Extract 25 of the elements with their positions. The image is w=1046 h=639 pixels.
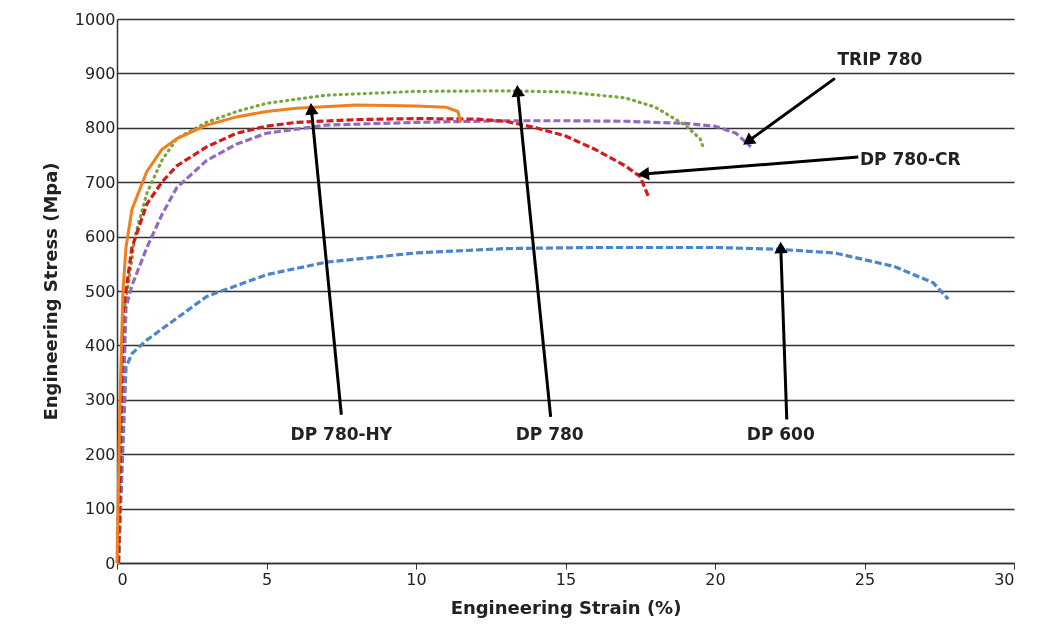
y-tick-label: 300	[84, 390, 116, 410]
x-tick-label: 20	[705, 569, 726, 589]
y-tick-label: 400	[84, 335, 116, 355]
x-tick-label: 5	[261, 569, 273, 589]
line-series	[115, 103, 463, 565]
annotation: DP 780-CR	[859, 149, 961, 170]
y-tick-label: 600	[84, 227, 116, 247]
annotation: DP 780	[515, 423, 584, 444]
y-tick-label: 800	[84, 118, 116, 138]
y-tick-label: 700	[84, 172, 116, 192]
y-tick-label: 100	[84, 499, 116, 519]
annotation: TRIP 780	[837, 49, 923, 70]
annotation: DP 780-HY	[290, 423, 393, 444]
y-tick-label: 900	[84, 63, 116, 83]
x-tick-label: 10	[406, 569, 427, 589]
y-tick-label: 0	[105, 553, 116, 573]
x-tick-label: 15	[555, 569, 577, 589]
y-tick-label: 200	[84, 444, 116, 464]
y-tick-label: 500	[84, 281, 116, 301]
x-tick-label: 25	[854, 569, 876, 589]
x-axis-title: Engineering Strain (%)	[450, 596, 682, 618]
y-axis-title: Engineering Stress (Mpa)	[39, 162, 61, 421]
annotation: DP 600	[746, 424, 815, 445]
y-tick-label: 1000	[74, 9, 116, 29]
x-tick-label: 30	[994, 569, 1015, 589]
